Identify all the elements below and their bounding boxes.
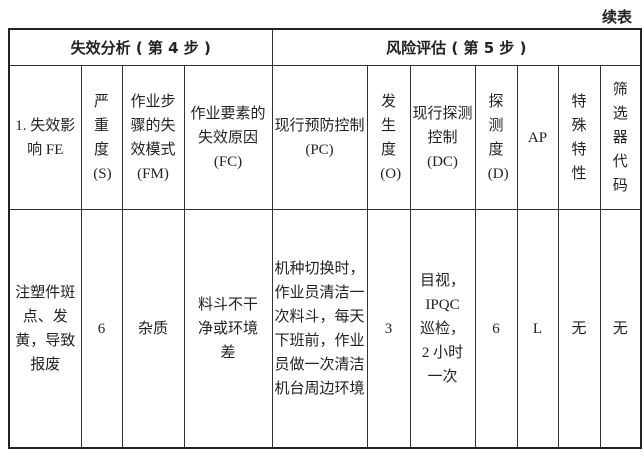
cell-detection: 6 (474, 209, 518, 449)
col-header-filter-code: 筛选器代码 (599, 65, 642, 210)
col-header-occurrence: 发生度 (O) (366, 65, 411, 210)
col-header-fm: 作业步骤的失效模式 (FM) (121, 65, 185, 210)
col-header-fc: 作业要素的失效原因 (FC) (183, 65, 273, 210)
col-header-fe: 1. 失效影响 FE (8, 65, 82, 210)
continued-label: 续表 (601, 8, 632, 26)
cell-ap: L (516, 209, 559, 449)
col-header-dc: 现行探测控制 (DC) (409, 65, 476, 210)
col-header-ap: AP (516, 65, 559, 210)
fmea-table: 失效分析 ( 第 4 步 ) 风险评估 ( 第 5 步 ) 1. 失效影响 FE… (8, 28, 643, 449)
cell-filter-code: 无 (599, 209, 642, 449)
cell-severity: 6 (80, 209, 123, 449)
group-header-risk-evaluation: 风险评估 ( 第 5 步 ) (271, 28, 642, 66)
cell-fe: 注塑件斑点、发黄，导致报废 (8, 209, 82, 449)
col-header-special-char: 特殊特性 (557, 65, 601, 210)
col-header-detection: 探测度 (D) (474, 65, 518, 210)
cell-special-char: 无 (557, 209, 601, 449)
col-header-pc: 现行预防控制 (PC) (271, 65, 368, 210)
cell-fc: 料斗不干净或环境差 (183, 209, 273, 449)
cell-dc: 目视，IPQC巡检，2 小时一次 (409, 209, 476, 449)
table-row: 注塑件斑点、发黄，导致报废 6 杂质 料斗不干净或环境差 机种切换时，作业员清洁… (8, 209, 642, 449)
cell-fm: 杂质 (121, 209, 185, 449)
group-header-failure-analysis: 失效分析 ( 第 4 步 ) (8, 28, 273, 66)
cell-pc: 机种切换时，作业员清洁一次料斗，每天下班前，作业员做一次清洁机台周边环境 (271, 209, 368, 449)
col-header-severity: 严重度 (S) (80, 65, 123, 210)
cell-occurrence: 3 (366, 209, 411, 449)
